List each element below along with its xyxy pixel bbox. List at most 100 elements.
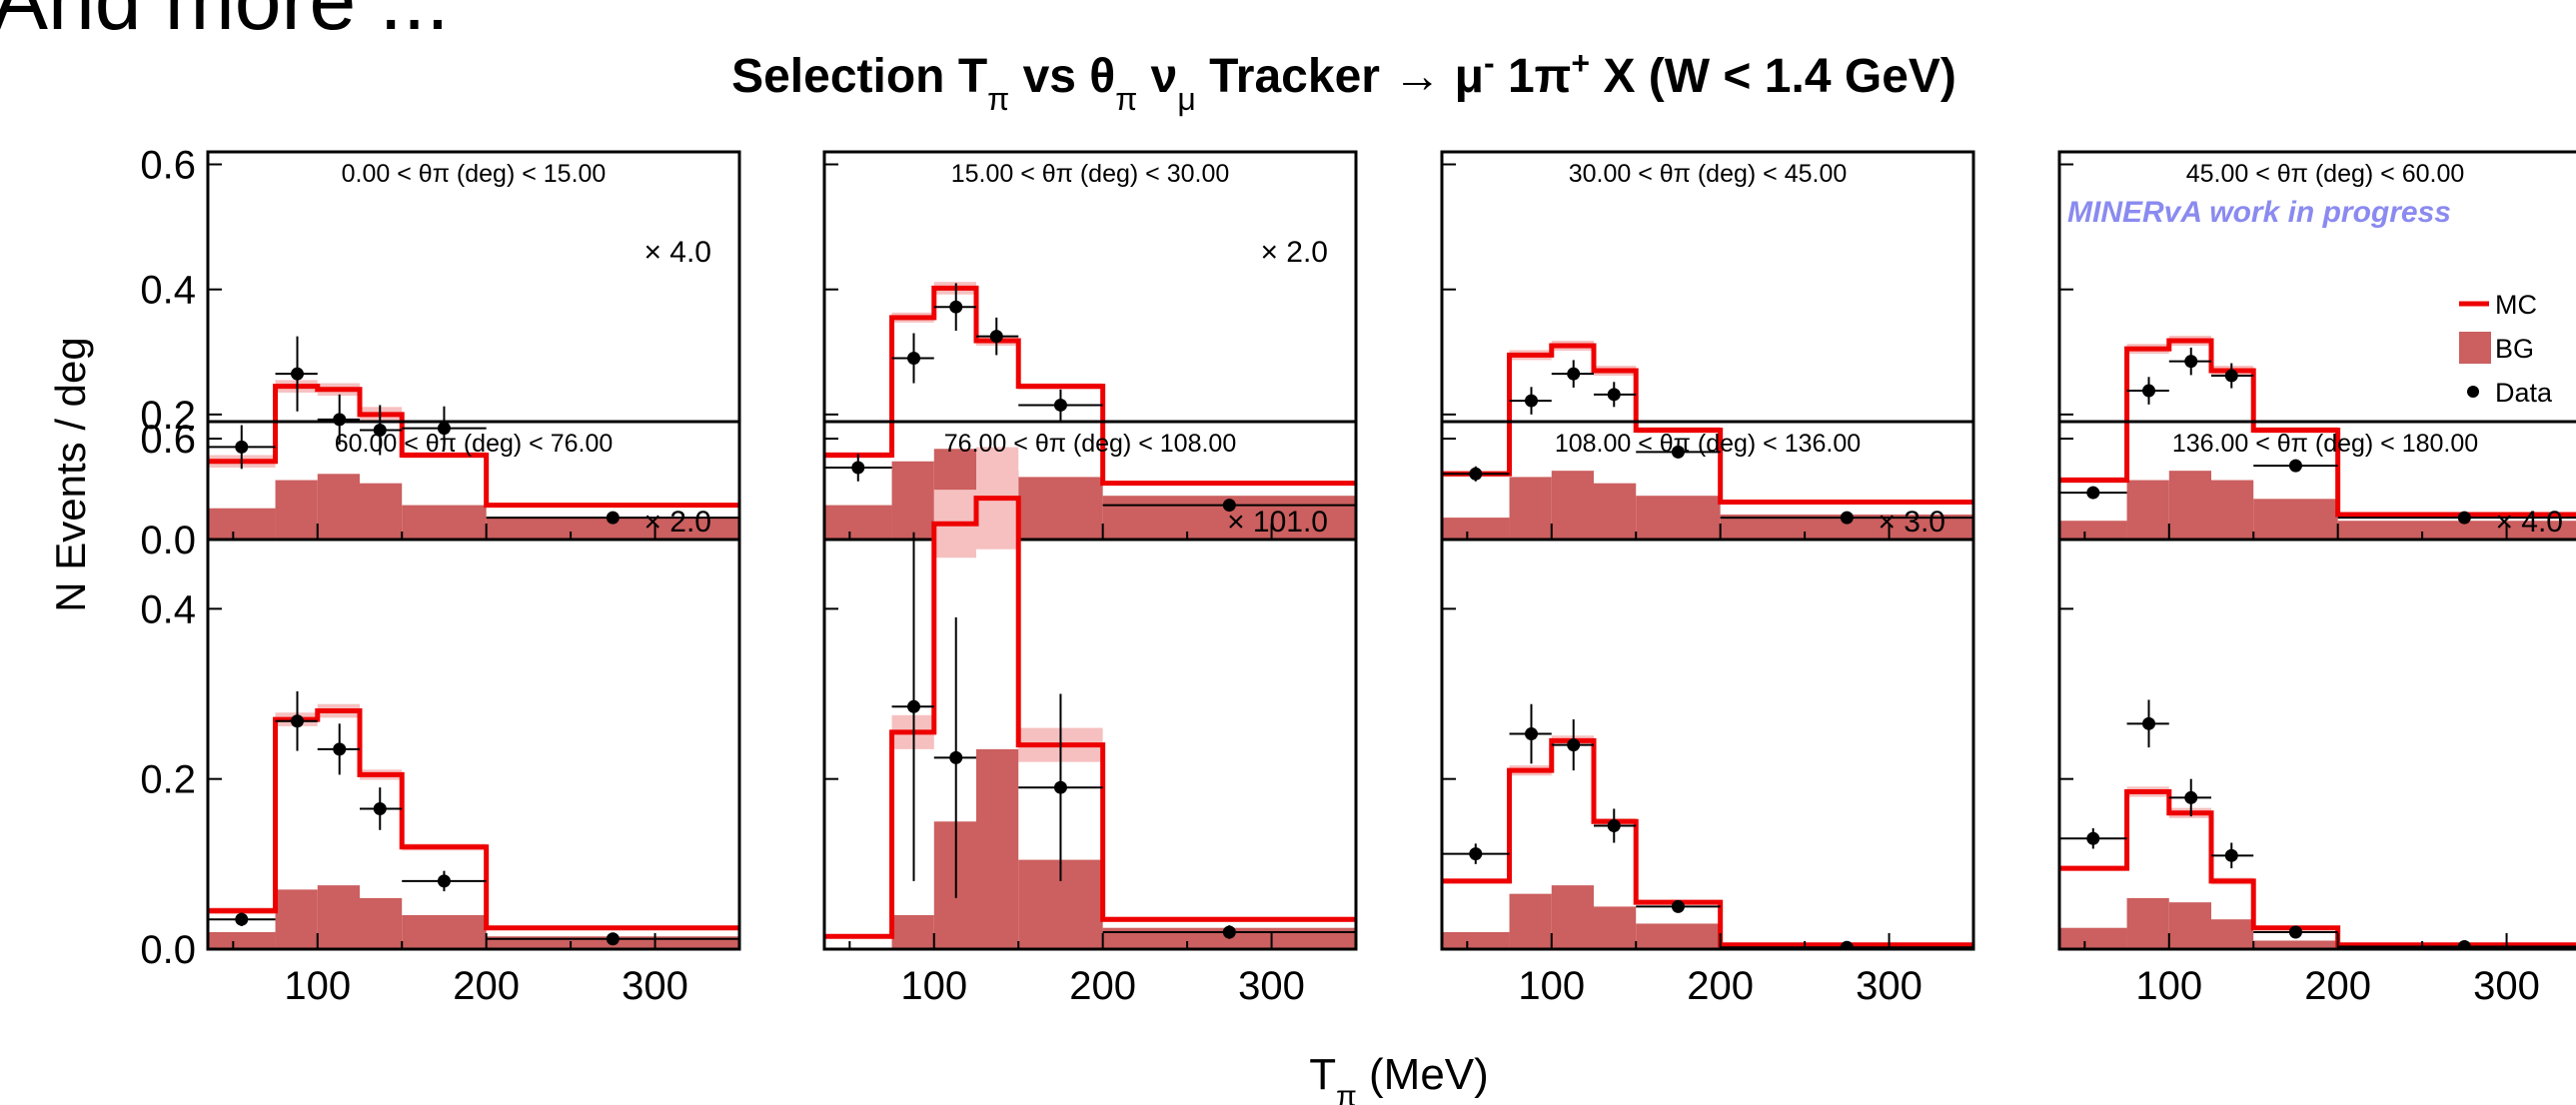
- bg-bin: [2168, 471, 2211, 540]
- y-tick-label: 0.6: [140, 144, 196, 188]
- y-tick-label: 0.2: [140, 394, 196, 438]
- panel-frame: [822, 420, 1358, 951]
- bg-bin: [275, 889, 318, 949]
- bg-bin: [976, 748, 1019, 949]
- data-point: [333, 742, 347, 756]
- data-point: [1222, 925, 1236, 939]
- title-part-c: ν: [1137, 50, 1177, 103]
- data-point: [2224, 848, 2238, 862]
- panel-7: 100 200 300 108.00 < θπ (deg) < 136.00 × 3.0: [1440, 420, 1975, 1008]
- bg-bin: [891, 914, 934, 949]
- panel-frame: [206, 420, 741, 951]
- data-point: [2142, 716, 2156, 730]
- title-part-a: Selection T: [731, 50, 987, 103]
- y-tick-label: 0.4: [140, 587, 196, 631]
- panel-label: 15.00 < θπ (deg) < 30.00: [951, 160, 1230, 188]
- panel-8: 100 200 300 136.00 < θπ (deg) < 180.00 × 4.0: [2057, 420, 2576, 1008]
- bg-bin: [486, 518, 739, 540]
- panel-plot-area: [208, 336, 739, 540]
- bg-bin: [360, 483, 403, 540]
- x-axis-label: Tπ (MeV): [1309, 1050, 1489, 1105]
- panel-1: 0.0 0.2 0.4 0.6 0.00 < θπ (deg) < 15.00 × 4.0: [140, 144, 741, 562]
- x-tick-label: 300: [1238, 964, 1305, 1008]
- data-point: [1525, 394, 1539, 408]
- panel-label: 0.00 < θπ (deg) < 15.00: [342, 160, 607, 188]
- x-tick-label: 100: [2135, 964, 2202, 1008]
- panel-plot-area: [2059, 335, 2576, 540]
- data-point: [437, 874, 451, 888]
- bg-bin: [1636, 923, 1721, 949]
- data-point: [2184, 790, 2198, 804]
- panel-frame: [1440, 420, 1975, 951]
- legend-data-marker: [2467, 386, 2479, 398]
- data-point: [235, 912, 249, 926]
- bg-bin: [2126, 480, 2169, 540]
- data-point: [949, 300, 963, 314]
- x-tick-label: 300: [622, 964, 688, 1008]
- y-tick-label: 0.2: [140, 758, 196, 802]
- bg-bin: [317, 474, 360, 540]
- legend-bg-swatch: [2459, 332, 2491, 364]
- data-point: [2457, 939, 2471, 949]
- data-point: [2142, 384, 2156, 398]
- y-tick-label: 0.4: [140, 269, 196, 313]
- data-point: [2086, 486, 2100, 500]
- data-point: [2457, 511, 2471, 525]
- mc-histogram-line: [2059, 338, 2576, 518]
- panels: 0.0 0.2 0.4 0.6 0.00 < θπ (deg) < 15.00 × 4.0…: [140, 144, 2576, 1008]
- data-point: [1469, 847, 1483, 861]
- data-point: [235, 440, 249, 454]
- x-tick-label: 200: [1069, 964, 1136, 1008]
- bg-bin: [1594, 483, 1637, 540]
- bg-bin: [208, 508, 276, 540]
- panel-label: 60.00 < θπ (deg) < 76.00: [335, 430, 614, 458]
- data-point: [1607, 388, 1621, 402]
- mc-histogram-line: [824, 496, 1356, 939]
- panel-label: 76.00 < θπ (deg) < 108.00: [944, 430, 1236, 458]
- data-point: [2184, 355, 2198, 369]
- x-tick-label: 100: [1518, 964, 1585, 1008]
- scale-factor-label: × 4.0: [644, 236, 711, 269]
- panel-frame: [206, 150, 741, 542]
- bg-bin: [402, 914, 487, 949]
- data-point: [2288, 459, 2302, 473]
- title-part-e: 1π: [1495, 50, 1572, 103]
- title-part-e-sup: +: [1571, 45, 1590, 81]
- data-point: [1525, 727, 1539, 741]
- bg-bin: [824, 505, 892, 540]
- data-point: [1607, 819, 1621, 833]
- panel-frame: [2057, 420, 2576, 951]
- scale-factor-label: × 4.0: [2495, 506, 2563, 539]
- data-point: [1053, 780, 1067, 794]
- panel-frame: [1440, 150, 1975, 542]
- data-point: [1469, 467, 1483, 481]
- bg-bin: [275, 480, 318, 540]
- y-axis-label: N Events / deg: [47, 337, 94, 611]
- title-part-b: vs θ: [1009, 50, 1115, 103]
- panel-5: 100 200 300 0.0 0.2 0.4 0.6 60.00 < θπ (deg) < …: [140, 418, 741, 1008]
- title-part-f: X (W < 1.4 GeV): [1590, 50, 1956, 103]
- bg-bin: [208, 931, 276, 949]
- data-point: [1671, 445, 1685, 459]
- x-tick-label: 200: [2304, 964, 2371, 1008]
- slide-heading: And more ...: [0, 0, 450, 47]
- data-point: [333, 413, 347, 427]
- legend-data-label: Data: [2495, 378, 2553, 408]
- x-tick-label: 100: [900, 964, 967, 1008]
- bg-bin: [1442, 518, 1510, 540]
- data-point: [291, 714, 305, 728]
- bg-bin: [1551, 885, 1594, 949]
- data-point: [1222, 499, 1236, 513]
- data-point: [2288, 925, 2302, 939]
- panel-2: 15.00 < θπ (deg) < 30.00 × 2.0: [822, 150, 1358, 542]
- bg-bin: [2211, 919, 2254, 949]
- data-point: [989, 330, 1003, 344]
- legend-mc-label: MC: [2495, 290, 2537, 320]
- panel-label: 45.00 < θπ (deg) < 60.00: [2186, 160, 2465, 188]
- scale-factor-label: × 2.0: [1260, 236, 1328, 269]
- bg-bin: [402, 505, 487, 540]
- title-part-d-sup: -: [1484, 45, 1495, 81]
- data-point: [1840, 511, 1854, 525]
- data-point: [851, 461, 865, 475]
- data-point: [1053, 398, 1067, 412]
